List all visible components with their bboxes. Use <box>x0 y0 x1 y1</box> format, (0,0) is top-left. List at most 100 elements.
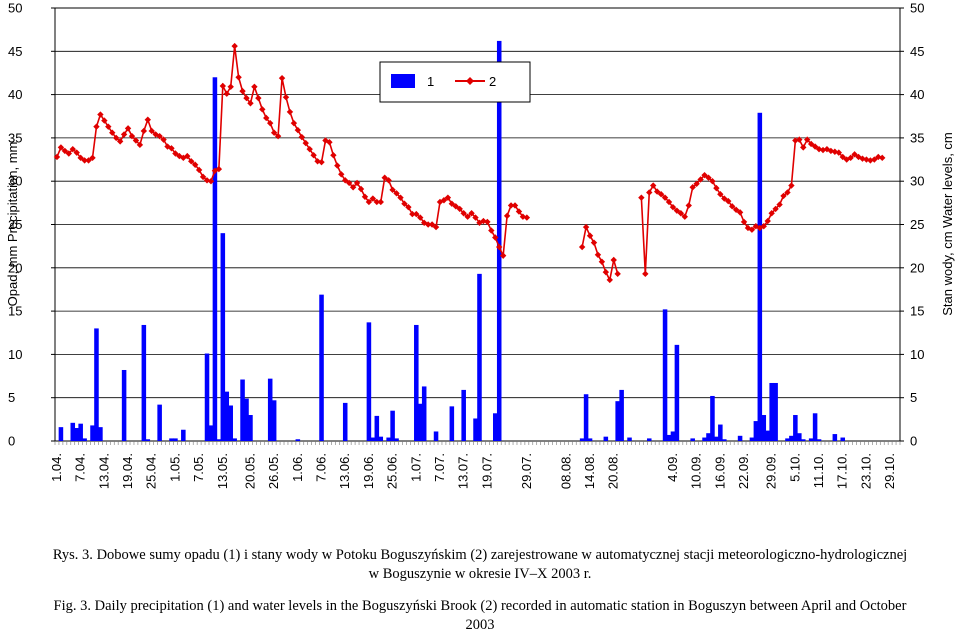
caption-en-line2: 2003 <box>465 617 495 633</box>
water-level-point <box>472 214 479 221</box>
x-tick-label: 1.06. <box>290 453 305 482</box>
precipitation-bar <box>473 418 478 441</box>
y-right-tick-label: 30 <box>910 174 924 189</box>
water-level-point <box>397 194 404 201</box>
water-level-point <box>385 177 392 184</box>
water-level-point <box>792 137 799 144</box>
water-level-point <box>393 190 400 197</box>
precipitation-bar <box>690 438 695 441</box>
y-right-tick-label: 25 <box>910 217 924 232</box>
water-level-point <box>428 221 436 228</box>
water-level-point <box>448 200 456 207</box>
water-level-point <box>97 111 104 118</box>
water-level-point <box>93 123 100 130</box>
x-tick-label: 22.09. <box>736 453 751 489</box>
x-tick-label: 1.05. <box>167 453 182 482</box>
water-level-point <box>590 239 598 246</box>
water-level-point <box>57 144 65 151</box>
water-level-point <box>681 213 689 220</box>
precipitation-bar <box>342 402 348 441</box>
water-level-point <box>685 202 692 209</box>
figure-caption-pl: Rys. 3. Dobowe sumy opadu (1) i stany wo… <box>0 546 960 584</box>
precipitation-bar <box>433 431 439 441</box>
water-level-point <box>160 136 167 143</box>
precipitation-bar <box>232 438 237 441</box>
precipitation-bar <box>224 391 230 441</box>
water-level-point <box>227 83 234 91</box>
water-level-point <box>717 190 724 198</box>
precipitation-bar <box>366 322 372 441</box>
precipitation-bar <box>710 395 715 441</box>
precipitation-bar <box>808 438 814 441</box>
water-level-point <box>318 158 325 166</box>
water-level-point <box>440 197 448 204</box>
water-level-point <box>349 184 357 191</box>
water-level-point <box>136 141 144 149</box>
x-tick-label: 11.10. <box>811 453 826 488</box>
x-axis: 1.04. 7.04. 13.04. 19.04. 25.04. 1.05. 7.05. 13… <box>49 441 901 489</box>
water-level-point <box>768 210 775 217</box>
precipitation-bar <box>674 344 680 441</box>
precipitation-bar <box>244 398 249 441</box>
x-tick-label: 13.06. <box>337 453 352 489</box>
water-level-point <box>492 234 499 241</box>
water-level-point <box>377 198 384 206</box>
water-level-point <box>373 198 381 206</box>
water-level-point <box>357 185 365 193</box>
precipitation-bar <box>769 382 774 441</box>
water-level-point <box>298 133 305 141</box>
precipitation-bar <box>82 438 87 441</box>
caption-pl-text1: Dobowe sumy opadu (1) i stany wody w Pot… <box>96 547 908 563</box>
water-level-point <box>839 153 846 161</box>
precipitation-bar <box>496 40 502 442</box>
water-level-point <box>673 207 681 214</box>
precipitation-bars <box>58 40 846 442</box>
precipitation-bar <box>773 382 778 441</box>
y-left-tick-label: 45 <box>8 44 22 59</box>
precipitation-bar <box>840 437 846 441</box>
water-level-point <box>215 165 223 173</box>
water-level-point <box>342 177 349 184</box>
precipitation-bar <box>70 422 76 441</box>
water-level-point <box>263 114 270 122</box>
water-level-point <box>69 145 76 153</box>
x-tick-label: 29.07. <box>519 453 534 489</box>
water-level-point <box>132 137 140 144</box>
water-level-point <box>646 189 653 196</box>
water-level-point <box>381 174 388 181</box>
water-level-point <box>772 205 779 213</box>
water-level-point <box>338 171 345 178</box>
y-right-tick-label: 45 <box>910 44 924 59</box>
precipitation-bar <box>702 437 707 441</box>
water-level-point <box>223 90 230 97</box>
x-tick-label: 14.08. <box>582 453 597 489</box>
y-right-tick-label: 15 <box>910 304 924 319</box>
water-level-point <box>638 194 645 201</box>
water-level-point <box>124 125 132 132</box>
water-level-point <box>586 232 594 239</box>
water-level-point <box>843 156 850 163</box>
precipitation-bar <box>662 309 668 441</box>
water-level-point <box>503 212 511 220</box>
precipitation-bar <box>718 424 723 441</box>
precipitation-bar <box>98 427 103 441</box>
water-level-point <box>693 180 700 187</box>
water-level-point <box>168 145 175 152</box>
water-level-point <box>496 243 503 251</box>
precipitation-bar <box>477 273 482 441</box>
water-level-point <box>140 127 148 135</box>
water-level-point <box>614 270 621 278</box>
water-level-point <box>113 134 120 142</box>
water-level-point <box>219 82 227 90</box>
water-level-point <box>488 227 495 234</box>
water-level-point <box>863 156 870 163</box>
water-level-point <box>235 74 242 81</box>
water-level-point <box>740 218 748 226</box>
water-level-point <box>578 243 586 251</box>
water-level-point <box>405 203 412 211</box>
water-level-point <box>109 129 116 136</box>
precipitation-bar <box>793 415 798 441</box>
caption-en-prefix: Fig. 3. <box>53 598 92 614</box>
water-level-point <box>290 119 298 127</box>
caption-pl-prefix: Rys. 3. <box>52 547 93 563</box>
